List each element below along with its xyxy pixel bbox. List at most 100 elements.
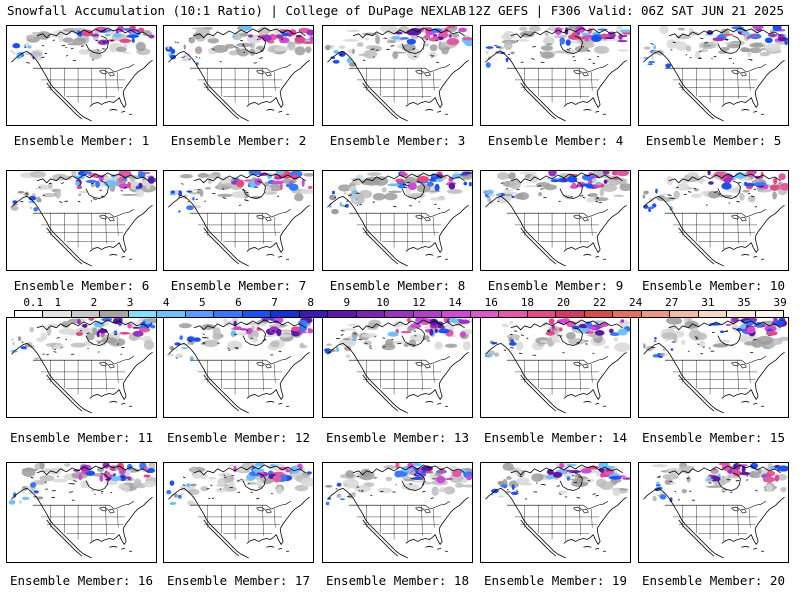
mountain-snow-shading: [647, 206, 655, 210]
snowfall-shading: [232, 34, 236, 39]
snowfall-shading: [769, 184, 780, 191]
snow-cover-shading: [693, 188, 700, 192]
mountain-snow-shading: [484, 355, 489, 358]
mountain-snow-shading: [665, 63, 672, 69]
snowfall-shading: [417, 175, 429, 183]
snow-cover-shading: [565, 332, 576, 340]
snowfall-shading: [146, 467, 156, 474]
snowfall-shading: [765, 330, 778, 336]
colorbar-swatch: [727, 311, 756, 317]
colorbar-tick-label: 22: [592, 296, 607, 309]
mountain-snow-shading: [9, 49, 14, 52]
ensemble-map: [164, 463, 313, 562]
snow-cover-shading: [708, 190, 721, 199]
political-borders: [506, 500, 609, 542]
snow-cover-shading: [192, 188, 204, 192]
mountain-snow-shading: [338, 45, 346, 49]
snow-cover-shading: [520, 30, 535, 38]
snow-cover-shading: [687, 171, 699, 177]
ensemble-map: [7, 26, 156, 125]
snow-cover-shading: [681, 339, 686, 346]
snowfall-shading: [119, 318, 123, 322]
snow-cover-shading: [736, 40, 745, 45]
snow-cover-shading: [70, 342, 87, 348]
colorbar-tick-label: 27: [665, 296, 679, 309]
snow-cover-shading: [42, 192, 56, 198]
snowfall-shading: [773, 318, 778, 324]
snow-cover-shading: [377, 487, 392, 494]
ensemble-member-map-panel: [480, 317, 631, 418]
political-borders: [664, 208, 767, 250]
snowfall-shading: [391, 35, 401, 40]
snow-cover-shading: [383, 464, 397, 470]
mountain-snow-shading: [181, 347, 188, 350]
snowfall-shading: [411, 477, 423, 480]
snow-cover-shading: [428, 190, 441, 193]
snow-cover-shading: [385, 476, 393, 482]
snow-cover-shading: [375, 34, 381, 45]
snowfall-shading: [548, 318, 555, 325]
mountain-snow-shading: [10, 338, 15, 341]
colorbar-tick-label: 35: [737, 296, 751, 309]
snowfall-shading: [308, 328, 313, 334]
snowfall-shading: [753, 182, 767, 186]
mountain-snow-shading: [497, 495, 504, 498]
snow-cover-shading: [686, 475, 691, 483]
ensemble-member-map-panel: [6, 170, 157, 271]
snowfall-shading: [270, 463, 275, 468]
mountain-snow-shading: [329, 349, 336, 353]
snowfall-shading: [309, 35, 313, 42]
snow-cover-shading: [135, 188, 145, 198]
snow-cover-shading: [681, 488, 687, 494]
colorbar-swatch: [157, 311, 186, 317]
snowfall-shading: [545, 475, 556, 480]
snowfall-shading: [407, 182, 417, 191]
snow-cover-shading: [300, 189, 313, 195]
mountain-snow-shading: [652, 495, 657, 502]
snow-cover-shading: [227, 340, 243, 351]
snow-cover-shading: [540, 45, 554, 51]
snowfall-shading: [451, 469, 462, 478]
snowfall-shading: [295, 34, 303, 38]
snowfall-shading: [83, 171, 92, 175]
colorbar-tick-label: 8: [307, 296, 314, 309]
ensemble-map: [323, 171, 472, 270]
snowfall-shading: [747, 172, 755, 177]
snowfall-shading: [387, 183, 400, 187]
snow-cover-shading: [673, 190, 680, 199]
mountain-snow-shading: [342, 338, 351, 341]
snow-cover-shading: [748, 335, 760, 340]
mountain-snow-shading: [651, 54, 654, 60]
mountain-snow-shading: [508, 347, 511, 352]
mountain-snow-shading: [331, 208, 339, 215]
snowfall-shading: [778, 173, 786, 181]
colorbar-tick-label: 14: [448, 296, 462, 309]
snow-cover-shading: [506, 490, 511, 494]
snowfall-shading: [773, 177, 778, 185]
mountain-snow-shading: [166, 353, 175, 357]
snow-cover-shading: [434, 341, 443, 350]
snowfall-shading: [559, 327, 563, 332]
snowfall-shading: [566, 476, 571, 481]
snow-cover-shading: [21, 468, 39, 472]
snow-cover-shading: [180, 174, 193, 179]
snowfall-shading: [429, 328, 434, 336]
snowfall-shading: [708, 181, 714, 185]
snowfall-shading: [248, 34, 254, 38]
snow-cover-shading: [341, 328, 357, 331]
snow-cover-shading: [726, 187, 742, 193]
colorbar-swatch: [641, 311, 671, 317]
snowfall-shading: [401, 37, 409, 40]
mountain-snow-shading: [36, 496, 44, 500]
snowfall-shading: [617, 39, 628, 43]
snow-cover-shading: [691, 193, 702, 198]
snowfall-shading: [721, 182, 732, 190]
snow-cover-shading: [265, 186, 272, 194]
political-borders: [664, 500, 767, 542]
colorbar-tick-label: 2: [90, 296, 98, 309]
coastlines: [168, 464, 310, 559]
coastlines: [643, 464, 785, 559]
snow-cover-shading: [619, 183, 630, 192]
snowfall-shading: [387, 331, 399, 337]
ensemble-member-caption: Ensemble Member: 1: [13, 133, 150, 148]
